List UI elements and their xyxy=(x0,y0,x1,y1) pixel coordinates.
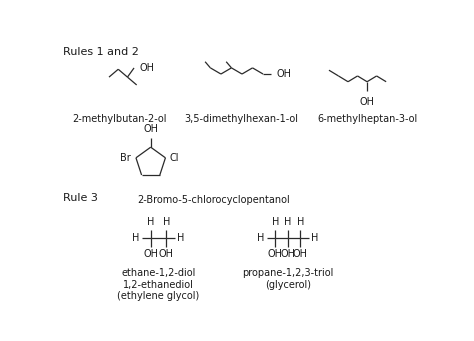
Text: H: H xyxy=(297,217,304,227)
Text: OH: OH xyxy=(143,249,158,259)
Text: ethane-1,2-diol
1,2-ethanediol
(ethylene glycol): ethane-1,2-diol 1,2-ethanediol (ethylene… xyxy=(118,268,200,301)
Text: H: H xyxy=(132,233,140,243)
Text: 2-methylbutan-2-ol: 2-methylbutan-2-ol xyxy=(73,114,167,124)
Text: H: H xyxy=(311,233,319,243)
Text: OH: OH xyxy=(139,63,155,73)
Text: OH: OH xyxy=(360,97,374,107)
Text: H: H xyxy=(272,217,279,227)
Text: OH: OH xyxy=(268,249,283,259)
Text: propane-1,2,3-triol
(glycerol): propane-1,2,3-triol (glycerol) xyxy=(242,268,334,290)
Text: 2-Bromo-5-chlorocyclopentanol: 2-Bromo-5-chlorocyclopentanol xyxy=(137,195,290,205)
Text: H: H xyxy=(163,217,170,227)
Text: OH: OH xyxy=(281,249,295,259)
Text: OH: OH xyxy=(293,249,308,259)
Text: Cl: Cl xyxy=(169,153,179,163)
Text: OH: OH xyxy=(143,124,158,134)
Text: 6-methylheptan-3-ol: 6-methylheptan-3-ol xyxy=(318,114,418,124)
Text: H: H xyxy=(257,233,264,243)
Text: Br: Br xyxy=(120,153,130,163)
Text: Rule 3: Rule 3 xyxy=(63,193,98,203)
Text: OH: OH xyxy=(159,249,173,259)
Text: Rules 1 and 2: Rules 1 and 2 xyxy=(63,47,139,57)
Text: H: H xyxy=(177,233,184,243)
Text: H: H xyxy=(147,217,155,227)
Text: 3,5-dimethylhexan-1-ol: 3,5-dimethylhexan-1-ol xyxy=(184,114,298,124)
Text: OH: OH xyxy=(276,69,291,79)
Text: H: H xyxy=(284,217,292,227)
